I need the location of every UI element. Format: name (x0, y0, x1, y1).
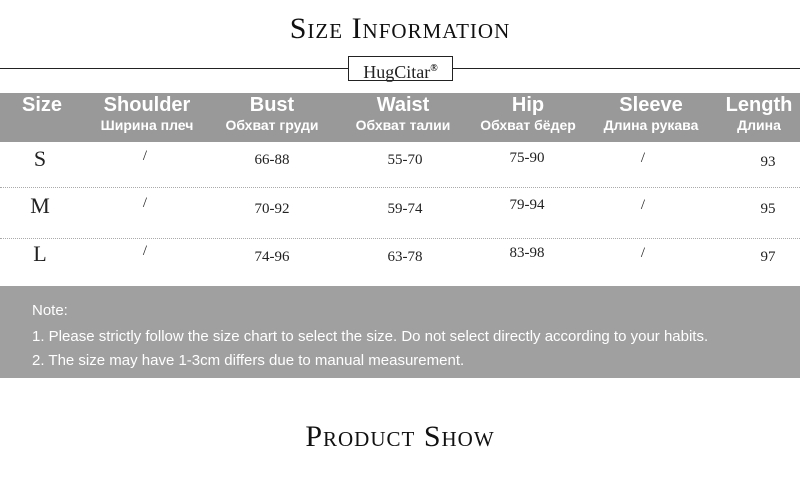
table-row: L / 74-96 63-78 83-98 / 97 (0, 241, 800, 287)
divider-left (0, 68, 348, 69)
row-divider (0, 187, 800, 188)
cell-bust: 74-96 (254, 249, 290, 265)
row-divider (0, 238, 800, 239)
header-bust: Bust Обхват груди (225, 94, 319, 133)
divider-right (453, 68, 800, 69)
header-length: Length Длина (725, 94, 793, 133)
cell-shoulder: / (142, 195, 148, 211)
cell-length: 93 (760, 154, 776, 170)
section-title: Product Show (305, 420, 495, 453)
cell-size: L (33, 241, 47, 266)
cell-waist: 55-70 (387, 152, 423, 168)
note-label: Note: (32, 302, 68, 319)
cell-size: S (33, 146, 47, 171)
note-box: Note: 1. Please strictly follow the size… (0, 286, 800, 378)
header-shoulder: Shoulder Ширина плеч (100, 94, 194, 133)
cell-hip: 79-94 (509, 197, 545, 213)
cell-waist: 59-74 (387, 201, 423, 217)
header-waist: Waist Обхват талии (355, 94, 451, 133)
cell-sleeve: / (640, 197, 646, 213)
table-row: M / 70-92 59-74 79-94 / 95 (0, 193, 800, 239)
header-size: Size (21, 94, 63, 116)
cell-sleeve: / (640, 150, 646, 166)
cell-length: 97 (760, 249, 776, 265)
page-title: Size Information (289, 12, 511, 45)
table-row: S / 66-88 55-70 75-90 / 93 (0, 146, 800, 192)
table-header: Size Shoulder Ширина плеч Bust Обхват груд… (0, 93, 800, 142)
cell-shoulder: / (142, 243, 148, 259)
cell-length: 95 (760, 201, 776, 217)
note-item: 2. The size may have 1-3cm differs due t… (32, 352, 465, 369)
cell-hip: 75-90 (509, 150, 545, 166)
brand-logo: HugCitar® (348, 56, 453, 82)
cell-sleeve: / (640, 245, 646, 261)
header-sleeve: Sleeve Длина рукава (603, 94, 699, 133)
cell-bust: 66-88 (254, 152, 290, 168)
cell-hip: 83-98 (509, 245, 545, 261)
cell-shoulder: / (142, 148, 148, 164)
note-item: 1. Please strictly follow the size chart… (32, 328, 709, 345)
cell-bust: 70-92 (254, 201, 290, 217)
cell-size: M (30, 193, 50, 218)
cell-waist: 63-78 (387, 249, 423, 265)
header-hip: Hip Обхват бёдер (480, 94, 576, 133)
